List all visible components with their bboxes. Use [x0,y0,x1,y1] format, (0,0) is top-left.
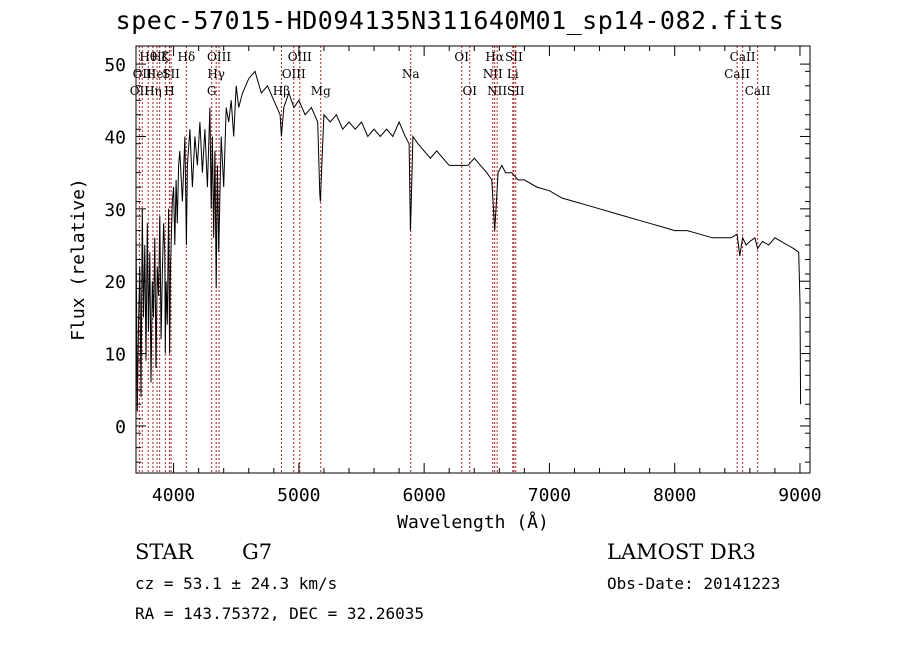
plot-frame [135,45,811,474]
line-label-caii: CaII [724,67,750,81]
x-axis-label: Wavelength (Å) [397,511,549,533]
y-tick-label: 20 [104,272,126,293]
spectral-subclass: G7 [242,540,273,564]
line-label-hei: HeI [146,67,169,81]
line-label-hβ: Hβ [273,84,290,98]
line-label-oiii: OIII [207,50,231,64]
line-label-oi: OI [462,84,477,98]
line-label-hη: Hη [144,84,162,98]
line-label-oiii: OIII [288,50,312,64]
y-tick-label: 50 [104,55,126,76]
line-label-sii: SII [505,50,523,64]
object-type: STAR [135,540,194,564]
line-label-hδ: Hδ [178,50,196,64]
chart-title: spec-57015-HD094135N311640M01_sp14-082.f… [115,6,785,35]
line-label-oiii: OIII [282,67,306,81]
line-label-nii: NII [487,84,507,98]
x-tick-label: 8000 [653,485,696,506]
line-label-h: H [164,84,174,98]
line-label-hζ: Hζ [151,50,168,64]
line-label-oii: OII [133,67,153,81]
x-tick-label: 7000 [528,485,571,506]
line-label-li: Li [507,67,519,81]
redshift-cz: cz = 53.1 ± 24.3 km/s [135,574,338,593]
line-label-g: G [207,84,217,98]
y-tick-label: 40 [104,127,126,148]
line-label-mg: Mg [311,84,331,98]
y-axis-ticks: 0 10 20 30 40 50 [104,55,810,463]
line-label-oii: OII [130,84,150,98]
y-axis-label: Flux (relative) [68,178,89,341]
y-tick-label: 0 [115,417,126,438]
survey-name: LAMOST DR3 [607,540,756,564]
x-tick-label: 5000 [277,485,320,506]
line-label-hθ: Hθ [139,50,157,64]
spectral-line-labels: OII OII Hθ Hη HeI HζK H SII Hδ G Hγ OIII Hβ OIII OIII M… [130,50,771,98]
x-axis-ticks: 4000 5000 6000 7000 8000 9000 [152,46,822,506]
line-label-sii: SII [507,84,525,98]
line-label-hα: Hα [485,50,504,64]
line-label-na: Na [402,67,420,81]
line-label-caii: CaII [730,50,756,64]
line-label-nii: NII [483,67,503,81]
y-tick-label: 30 [104,200,126,221]
x-tick-label: 4000 [152,485,195,506]
x-tick-label: 9000 [778,485,821,506]
line-label-hγ: Hγ [207,67,225,81]
y-tick-label: 10 [104,345,126,366]
line-label-sii: SII [162,67,180,81]
observation-date: Obs-Date: 20141223 [607,574,781,593]
spectrum-series-line [135,70,802,412]
line-label-k: K [161,50,171,64]
x-tick-label: 6000 [402,485,445,506]
line-label-caii: CaII [745,84,771,98]
coordinates: RA = 143.75372, DEC = 32.26035 [135,604,424,623]
line-label-oi: OI [454,50,469,64]
